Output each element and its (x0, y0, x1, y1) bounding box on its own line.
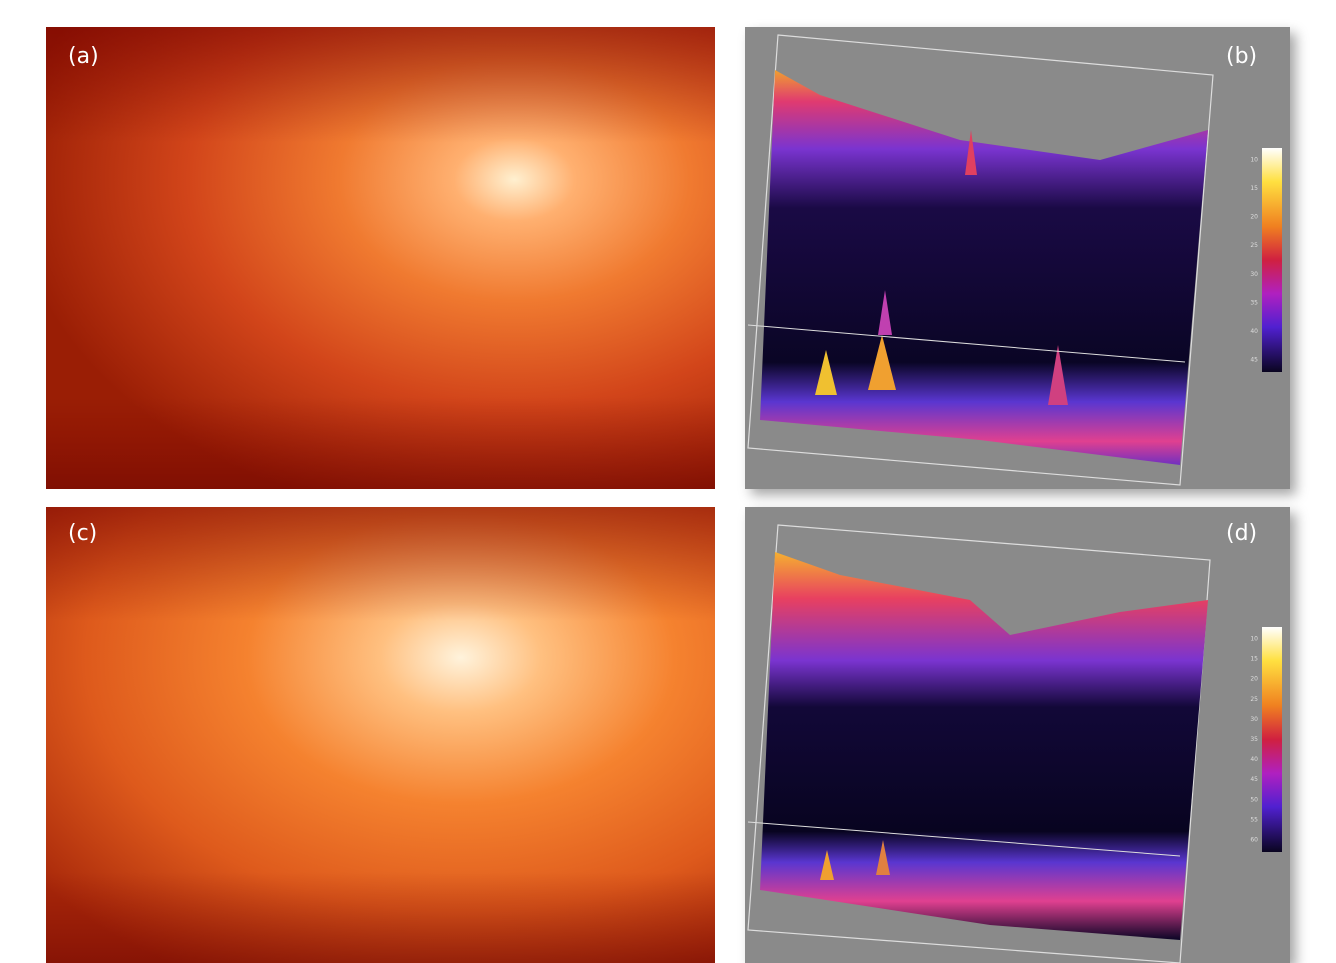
panel-label: (d) (1226, 521, 1257, 546)
panel-c: (c) (46, 507, 715, 963)
colorbar-tick-label: 55 (1250, 816, 1258, 823)
colorbar-tick-label: 45 (1250, 357, 1258, 364)
panel-label: (a) (68, 44, 99, 69)
peak (878, 290, 892, 335)
colorbar-tick-label: 15 (1250, 656, 1258, 663)
panel-label: (b) (1226, 44, 1257, 69)
peak (876, 840, 890, 875)
panel-label: (c) (68, 521, 97, 546)
colorbar-tick-label: 20 (1250, 214, 1258, 221)
plot-box (747, 524, 1211, 963)
colorbar-tick-label: 25 (1250, 242, 1258, 249)
peak (868, 335, 896, 390)
heatmap-shade (46, 27, 715, 489)
colorbar-tick-label: 30 (1250, 716, 1258, 723)
peak (1048, 345, 1068, 405)
colorbar (1262, 627, 1282, 852)
colorbar-tick-label: 30 (1250, 271, 1258, 278)
peak (965, 130, 977, 175)
peak (820, 850, 834, 880)
surface (760, 552, 1208, 940)
colorbar-tick-label: 40 (1250, 756, 1258, 763)
colorbar-tick-label: 10 (1250, 157, 1258, 164)
colorbar-tick-label: 60 (1250, 837, 1258, 844)
colorbar-tick-label: 40 (1250, 328, 1258, 335)
plot-edge (747, 324, 1186, 363)
peak (815, 350, 837, 395)
panel-b: (b) (745, 27, 1290, 489)
plot-edge (747, 821, 1181, 857)
colorbar-tick-label: 25 (1250, 696, 1258, 703)
colorbar-tick-label: 15 (1250, 185, 1258, 192)
surface (760, 70, 1208, 465)
colorbar-tick-label: 35 (1250, 299, 1258, 306)
colorbar-tick-label: 20 (1250, 676, 1258, 683)
panel-a: (a) (46, 27, 715, 489)
panel-d: (d) (745, 507, 1290, 963)
colorbar-tick-label: 35 (1250, 736, 1258, 743)
colorbar-tick-label: 10 (1250, 636, 1258, 643)
plot-box (747, 34, 1214, 486)
colorbar-tick-label: 45 (1250, 776, 1258, 783)
colorbar-tick-label: 50 (1250, 796, 1258, 803)
colorbar (1262, 148, 1282, 372)
heatmap-shade (46, 507, 715, 963)
